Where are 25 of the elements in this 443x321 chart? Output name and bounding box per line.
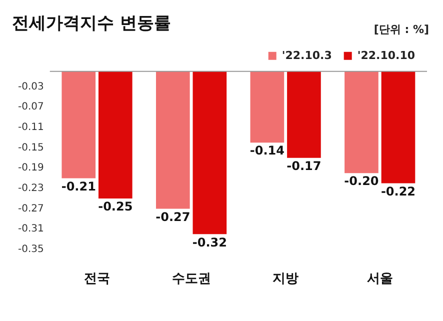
data-label: -0.21 bbox=[61, 179, 96, 194]
data-label: -0.32 bbox=[192, 235, 227, 250]
y-tick-label: -0.15 bbox=[18, 142, 44, 154]
y-tick-label: -0.07 bbox=[18, 102, 44, 113]
x-tick-label: 수도권 bbox=[172, 272, 211, 287]
y-tick-label: -0.35 bbox=[18, 244, 44, 255]
x-tick-label: 지방 bbox=[272, 272, 299, 287]
y-tick-label: -0.11 bbox=[18, 122, 44, 133]
y-tick-label: -0.19 bbox=[18, 162, 44, 174]
legend-label: '22.10.10 bbox=[357, 48, 416, 62]
y-tick-label: -0.03 bbox=[18, 81, 44, 92]
legend-label: '22.10.3 bbox=[282, 48, 332, 62]
text: [단위 : %] bbox=[374, 22, 429, 36]
data-label: -0.14 bbox=[250, 144, 284, 158]
data-label: -0.22 bbox=[380, 184, 416, 198]
y-tick-label: -0.31 bbox=[18, 224, 44, 235]
data-label: -0.25 bbox=[98, 200, 133, 214]
x-tick-label: 전국 bbox=[84, 272, 110, 287]
y-tick-label: -0.27 bbox=[18, 203, 44, 214]
data-label: -0.17 bbox=[286, 158, 322, 173]
x-tick-label: 서울 bbox=[366, 272, 393, 287]
data-label: -0.20 bbox=[344, 174, 379, 188]
y-tick-label: -0.23 bbox=[18, 182, 44, 194]
data-label: -0.27 bbox=[156, 210, 190, 224]
chart-title: 전세가격지수 변동률 bbox=[12, 14, 171, 34]
